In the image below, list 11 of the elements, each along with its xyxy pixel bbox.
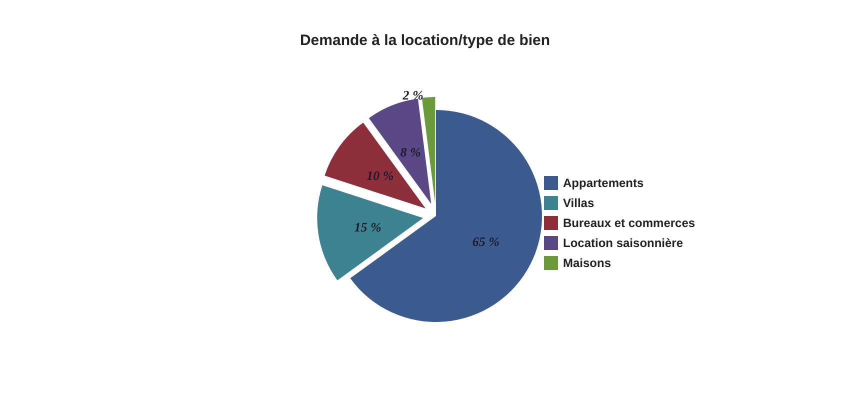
data-label: 65 % xyxy=(472,234,500,249)
legend-label: Location saisonnière xyxy=(563,236,684,250)
legend-label: Villas xyxy=(563,196,594,210)
data-label: 8 % xyxy=(400,144,422,160)
data-label: 10 % xyxy=(366,168,394,183)
legend-label: Appartements xyxy=(563,176,644,190)
chart-title: Demande à la location/type de bien xyxy=(300,32,550,49)
legend-label: Maisons xyxy=(563,256,612,270)
data-label: 15 % xyxy=(354,219,382,234)
data-label: 2 % xyxy=(402,88,424,103)
legend-label: Bureaux et commerces xyxy=(563,216,696,230)
